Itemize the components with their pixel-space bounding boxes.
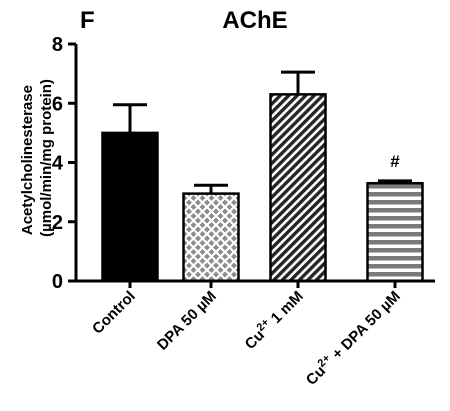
bar-group — [269, 70, 327, 283]
bar-group — [182, 183, 240, 283]
y-tick-label: 2 — [52, 212, 63, 234]
y-axis-label-line-1: Acetylcholinesterase — [19, 85, 36, 235]
x-tick-label: Cu2+ + DPA 50 µM — [301, 286, 403, 388]
bars: # — [74, 70, 435, 288]
x-tick-label-base: DPA 50 µM — [154, 288, 220, 354]
y-axis-label-line-2: (µmol/min/mg protein) — [38, 79, 55, 237]
bar-group — [101, 103, 159, 283]
y-tick-label: 6 — [52, 93, 63, 115]
panel-label: F — [80, 7, 95, 34]
bar — [269, 93, 327, 283]
y-tick-label: 4 — [52, 153, 64, 175]
y-axis: 0 2 4 6 8 — [52, 34, 78, 293]
x-tick-label-base: Control — [89, 288, 139, 338]
y-tick-label: 0 — [52, 271, 63, 293]
bar-group — [366, 179, 424, 283]
y-axis-label: Acetylcholinesterase (µmol/min/mg protei… — [19, 79, 55, 237]
bar — [366, 181, 424, 283]
bar — [101, 131, 159, 283]
x-tick-label-rest: 1 mM — [265, 288, 307, 330]
chart-title: AChE — [222, 7, 287, 34]
x-tick-label-rest: + DPA 50 µM — [326, 288, 404, 366]
bar — [182, 192, 240, 283]
significance-marker: # — [390, 152, 400, 171]
y-tick-label: 8 — [52, 34, 63, 56]
x-tick-label: Control — [89, 288, 139, 338]
x-tick-label: Cu2+ 1 mM — [240, 286, 307, 353]
x-tick-label: DPA 50 µM — [154, 288, 220, 354]
